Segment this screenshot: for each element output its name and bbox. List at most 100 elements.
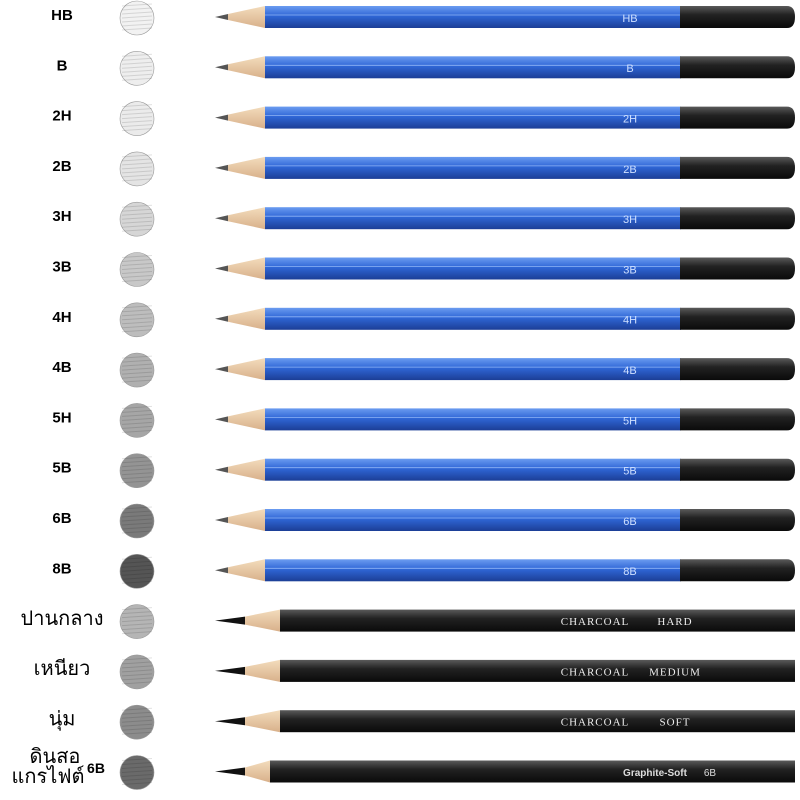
- pencil-body: [265, 458, 681, 481]
- pencil-wood: [228, 56, 265, 79]
- pencil: 2B: [215, 156, 795, 179]
- pencil-wood: [228, 207, 265, 230]
- swatch-hatch: [121, 3, 153, 7]
- pencil-brand: CHARCOAL: [561, 616, 630, 628]
- swatch-hatch: [121, 73, 153, 77]
- swatch-hatch: [121, 677, 153, 681]
- pencil: 5B: [215, 458, 795, 481]
- swatch-hatch: [121, 530, 153, 534]
- swatch-hatch: [121, 375, 153, 379]
- swatch-hatch: [121, 731, 153, 735]
- pencil-imprint: 2B: [623, 164, 636, 176]
- pencil-body: [265, 559, 681, 582]
- swatch-hatch: [121, 572, 153, 576]
- row-label: ดินสอ: [30, 746, 81, 768]
- swatch-hatch: [121, 158, 153, 162]
- swatch-hatch: [121, 255, 153, 258]
- swatch-hatch: [121, 619, 153, 623]
- swatch-hatch: [121, 576, 153, 580]
- swatch-hatch: [121, 417, 153, 421]
- swatch-hatch: [121, 279, 153, 282]
- pencil-cap: [680, 257, 795, 280]
- row-label: 3B: [52, 258, 71, 275]
- swatch-hatch: [121, 766, 153, 769]
- swatch-hatch: [121, 23, 153, 27]
- pencil: 2H: [215, 106, 795, 129]
- shade-swatch: [119, 704, 155, 740]
- pencil-body: [265, 358, 681, 381]
- pencil-cap: [680, 307, 795, 330]
- pencil-cap: [680, 156, 795, 179]
- pencil-body: [265, 257, 681, 280]
- swatch-hatch: [121, 317, 153, 321]
- pencil-body: [280, 710, 795, 733]
- swatch-hatch: [121, 782, 153, 785]
- pencil-body: [280, 659, 795, 682]
- row-label: 5H: [52, 409, 71, 426]
- shade-swatch: [119, 352, 155, 388]
- pencil-imprint: 6B: [623, 516, 636, 528]
- row-label: 8B: [52, 560, 71, 577]
- shade-swatch: [119, 604, 155, 639]
- swatch-hatch: [121, 11, 153, 15]
- pencil-imprint: 8B: [623, 566, 636, 578]
- pencil-lead: [215, 164, 228, 171]
- swatch-hatch: [121, 758, 153, 761]
- pencil-body: [270, 760, 795, 783]
- pencil-wood: [228, 358, 265, 381]
- pencil-lead: [215, 64, 228, 71]
- pencil-lead: [215, 517, 228, 523]
- swatch-hatch: [121, 321, 153, 325]
- swatch-hatch: [121, 116, 153, 120]
- swatch-hatch: [121, 224, 153, 228]
- swatch-hatch: [121, 313, 153, 317]
- swatch-hatch: [121, 359, 153, 363]
- swatch-hatch: [121, 275, 153, 278]
- shade-swatch: [119, 51, 155, 86]
- swatch-hatch: [121, 661, 153, 665]
- pencil-imprint: 4H: [623, 315, 637, 327]
- swatch-hatch: [121, 770, 153, 773]
- swatch-hatch: [121, 615, 153, 619]
- swatch-hatch: [121, 267, 153, 270]
- swatch-hatch: [121, 631, 153, 635]
- swatch-hatch: [121, 413, 153, 417]
- swatch-hatch: [121, 673, 153, 677]
- swatch-hatch: [121, 560, 153, 564]
- pencil-wood: [228, 559, 265, 582]
- shade-swatch: [119, 151, 155, 187]
- row-label: B: [57, 57, 68, 74]
- swatch-hatch: [121, 409, 153, 413]
- pencil-imprint: 4B: [623, 365, 636, 377]
- swatch-hatch: [121, 715, 153, 719]
- swatch-hatch: [121, 367, 153, 371]
- pencil-lead: [215, 215, 228, 222]
- swatch-hatch: [121, 580, 153, 584]
- shade-swatch: [119, 553, 155, 589]
- swatch-hatch: [121, 108, 153, 112]
- pencil-lead: [215, 466, 228, 473]
- swatch-hatch: [121, 178, 153, 182]
- swatch-hatch: [121, 305, 153, 309]
- swatch-hatch: [121, 212, 153, 216]
- pencil-cap: [680, 56, 795, 79]
- pencil-imprint: B: [626, 63, 633, 75]
- swatch-hatch: [121, 778, 153, 781]
- pencil-body: [265, 307, 681, 330]
- pencil-cap: [680, 106, 795, 129]
- swatch-hatch: [121, 564, 153, 568]
- swatch-hatch: [121, 506, 153, 510]
- row-label: 3H: [52, 208, 71, 225]
- pencil-lead: [215, 114, 228, 121]
- swatch-hatch: [121, 166, 153, 170]
- swatch-hatch: [121, 19, 153, 23]
- pencil-lead: [215, 717, 245, 726]
- pencil-body: [265, 156, 681, 179]
- swatch-hatch: [121, 522, 153, 526]
- row-label: ปานกลาง: [21, 608, 104, 630]
- swatch-hatch: [121, 65, 153, 69]
- pencil: CHARCOAL MEDIUM: [215, 659, 795, 682]
- pencil-wood: [245, 609, 280, 632]
- pencil-lead: [215, 416, 228, 423]
